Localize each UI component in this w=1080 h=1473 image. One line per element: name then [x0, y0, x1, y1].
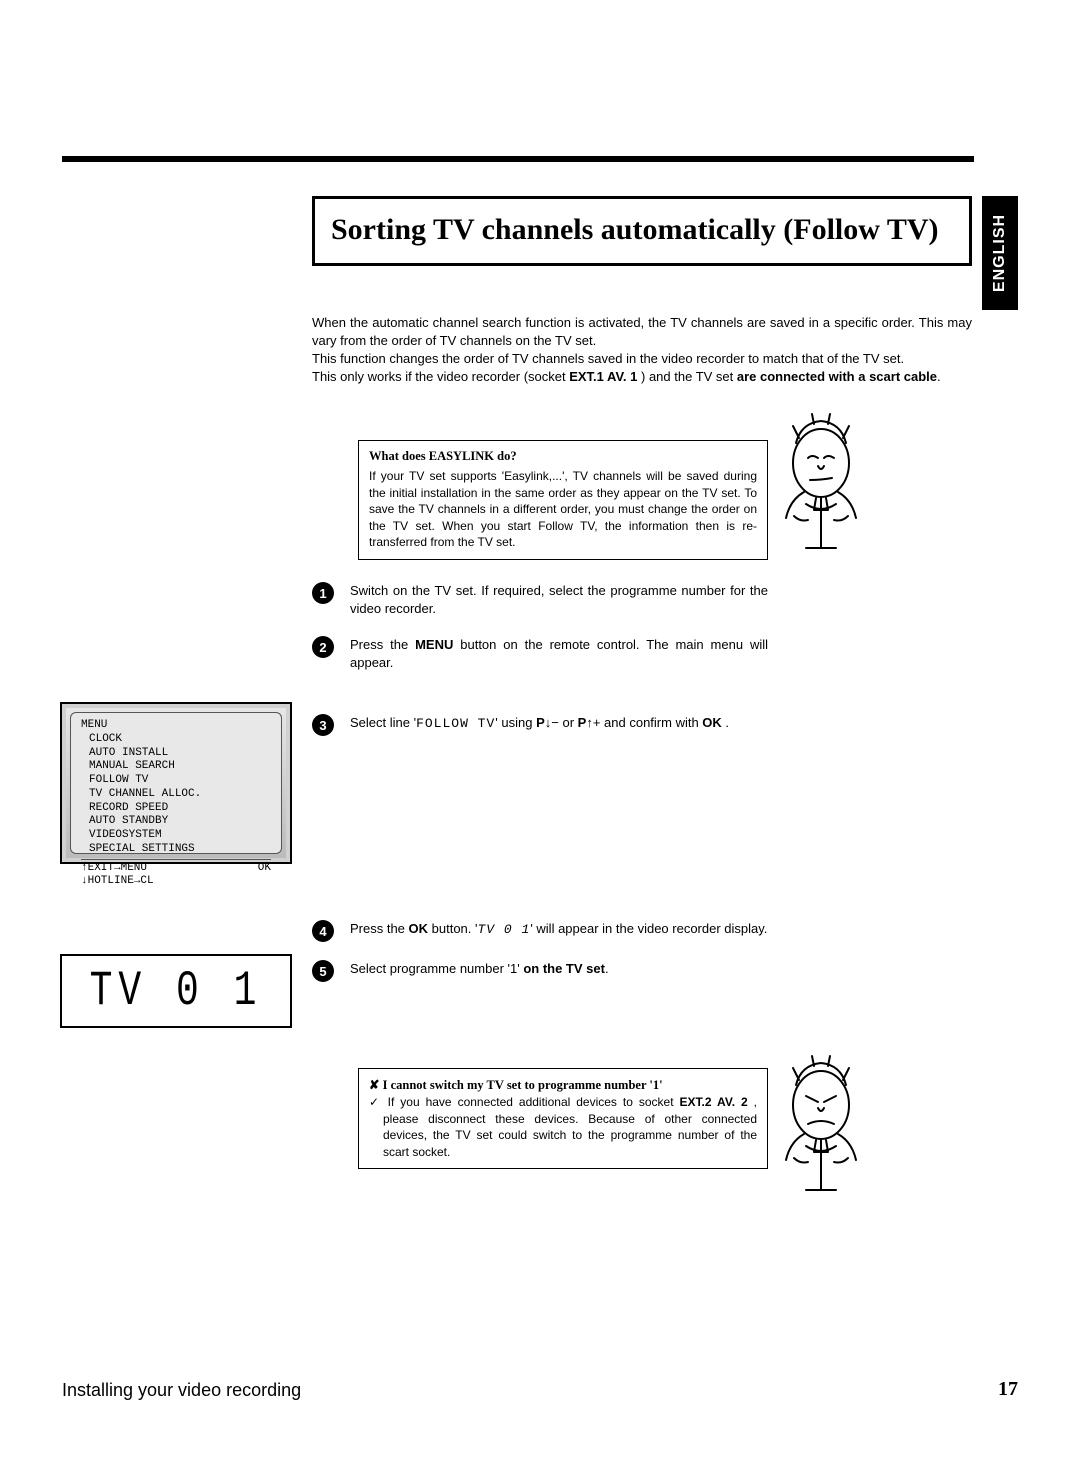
- s5a: Select programme number '1': [350, 961, 523, 976]
- s5b: .: [605, 961, 609, 976]
- osd-divider: [81, 859, 271, 860]
- s3-ok: OK: [702, 715, 722, 730]
- s4b: button. ': [428, 921, 477, 936]
- step-5-text: Select programme number '1' on the TV se…: [350, 960, 768, 982]
- intro-p3-a: This only works if the video recorder (s…: [312, 369, 569, 384]
- lcd-text: TV 0 1: [90, 963, 263, 1019]
- osd-nav1-right: OK: [258, 862, 271, 876]
- lcd-display: TV 0 1: [60, 954, 292, 1028]
- footer-left: Installing your video recording: [62, 1380, 301, 1401]
- step-4-text: Press the OK button. 'TV 0 1' will appea…: [350, 920, 768, 942]
- intro-p3-b: ) and the TV set: [637, 369, 736, 384]
- easylink-answer: If your TV set supports 'Easylink,...', …: [369, 468, 757, 551]
- intro-p3-connected: are connected with a scart cable: [737, 369, 937, 384]
- s3b: ' using: [495, 715, 536, 730]
- osd-items: CLOCKAUTO INSTALLMANUAL SEARCHFOLLOW TVT…: [81, 733, 271, 857]
- step-bullet-3: 3: [312, 714, 334, 736]
- trouble-body: ✓ If you have connected additional devic…: [369, 1094, 757, 1160]
- step-bullet-2: 2: [312, 636, 334, 658]
- step-4: 4 Press the OK button. 'TV 0 1' will app…: [312, 920, 768, 942]
- trouble-a: If you have connected additional devices…: [382, 1095, 680, 1109]
- step-1-text: Switch on the TV set. If required, selec…: [350, 582, 768, 618]
- intro-p3-ext1: EXT.1 AV. 1: [569, 369, 637, 384]
- section-title-box: Sorting TV channels automatically (Follo…: [312, 196, 972, 266]
- page-number: 17: [998, 1378, 1018, 1401]
- osd-item: AUTO INSTALL: [89, 747, 271, 761]
- s3c: or: [559, 715, 578, 730]
- osd-item: AUTO STANDBY: [89, 815, 271, 829]
- step-bullet-5: 5: [312, 960, 334, 982]
- trouble-heading-text: I cannot switch my TV set to programme n…: [383, 1078, 663, 1092]
- cartoon-puzzled-icon: [776, 408, 866, 558]
- intro-p3-c: .: [937, 369, 941, 384]
- osd-item: TV CHANNEL ALLOC.: [89, 788, 271, 802]
- troubleshoot-box: ✘ I cannot switch my TV set to programme…: [358, 1068, 768, 1169]
- cross-icon: ✘: [369, 1078, 379, 1092]
- s4c: ' will appear in the video recorder disp…: [530, 921, 767, 936]
- step-1: 1 Switch on the TV set. If required, sel…: [312, 582, 768, 618]
- s3-up-icon: ↑+: [586, 715, 600, 730]
- section-title: Sorting TV channels automatically (Follo…: [331, 211, 953, 249]
- intro-text: When the automatic channel search functi…: [312, 314, 972, 386]
- osd-item: SPECIAL SETTINGS: [89, 843, 271, 857]
- s3-followtv: FOLLOW TV: [416, 716, 495, 731]
- s4-ok: OK: [409, 921, 429, 936]
- intro-p3: This only works if the video recorder (s…: [312, 368, 972, 386]
- osd-item: RECORD SPEED: [89, 802, 271, 816]
- check-icon: ✓: [369, 1095, 382, 1109]
- trouble-ext2: EXT.2 AV. 2: [680, 1095, 748, 1109]
- language-tab-label: ENGLISH: [991, 214, 1009, 292]
- osd-item: VIDEOSYSTEM: [89, 829, 271, 843]
- step-2: 2 Press the MENU button on the remote co…: [312, 636, 768, 672]
- step-3: 3 Select line 'FOLLOW TV' using P↓− or P…: [312, 714, 768, 736]
- s3a: Select line ': [350, 715, 416, 730]
- s3e: .: [722, 715, 729, 730]
- osd-title: MENU: [81, 719, 271, 733]
- osd-item: FOLLOW TV: [89, 774, 271, 788]
- easylink-question: What does EASYLINK do?: [369, 449, 757, 464]
- s3d: and confirm with: [600, 715, 702, 730]
- s3-p1: P: [536, 715, 545, 730]
- s3-down-icon: ↓−: [545, 715, 559, 730]
- s2-menu: MENU: [415, 637, 453, 652]
- s4a: Press the: [350, 921, 409, 936]
- easylink-box: What does EASYLINK do? If your TV set su…: [358, 440, 768, 560]
- step-3-text: Select line 'FOLLOW TV' using P↓− or P↑+…: [350, 714, 768, 736]
- intro-p2: This function changes the order of TV ch…: [312, 350, 972, 368]
- step-5: 5 Select programme number '1' on the TV …: [312, 960, 768, 982]
- s2a: Press the: [350, 637, 415, 652]
- top-rule: [62, 156, 974, 162]
- language-tab: ENGLISH: [982, 196, 1018, 310]
- osd-item: CLOCK: [89, 733, 271, 747]
- step-bullet-4: 4: [312, 920, 334, 942]
- osd-menu-illustration: MENU CLOCKAUTO INSTALLMANUAL SEARCHFOLLO…: [60, 702, 292, 864]
- osd-nav1: ↑EXIT→MENU OK: [81, 862, 271, 876]
- step-bullet-1: 1: [312, 582, 334, 604]
- s5-ontvset: on the TV set: [523, 961, 605, 976]
- osd-inner: MENU CLOCKAUTO INSTALLMANUAL SEARCHFOLLO…: [70, 712, 282, 854]
- osd-nav1-left: ↑EXIT→MENU: [81, 862, 147, 876]
- s4-tv01: TV 0 1: [478, 922, 531, 937]
- cartoon-frustrated-icon: [776, 1050, 866, 1200]
- trouble-heading: ✘ I cannot switch my TV set to programme…: [369, 1077, 757, 1094]
- step-2-text: Press the MENU button on the remote cont…: [350, 636, 768, 672]
- osd-nav2: ↓HOTLINE→CL: [81, 875, 271, 889]
- osd-item: MANUAL SEARCH: [89, 760, 271, 774]
- intro-p1: When the automatic channel search functi…: [312, 314, 972, 350]
